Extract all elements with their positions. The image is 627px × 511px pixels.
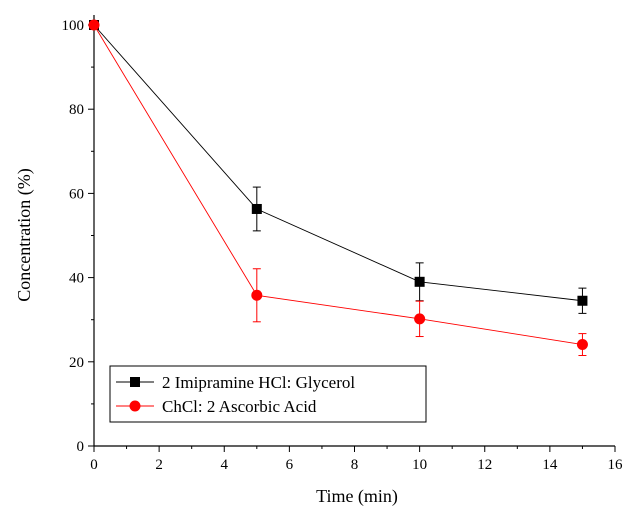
x-tick-label: 8 xyxy=(351,457,359,473)
data-point xyxy=(576,339,588,351)
x-tick-label: 4 xyxy=(221,457,229,473)
series-layer xyxy=(88,19,588,356)
data-point xyxy=(251,203,262,214)
data-point xyxy=(88,19,100,31)
y-tick-label: 80 xyxy=(69,102,84,118)
x-tick-label: 12 xyxy=(477,457,492,473)
x-tick-label: 14 xyxy=(542,457,558,473)
data-point xyxy=(414,313,426,325)
legend-box xyxy=(109,365,427,423)
y-tick-label: 20 xyxy=(69,355,84,371)
series-2 xyxy=(88,19,588,356)
y-tick-label: 40 xyxy=(69,271,84,287)
legend-marker xyxy=(130,377,140,387)
series-line xyxy=(93,24,583,302)
data-point xyxy=(577,295,588,306)
y-axis-title: Concentration (%) xyxy=(14,168,35,301)
y-tick-label: 0 xyxy=(77,439,85,455)
x-axis-title: Time (min) xyxy=(316,486,398,507)
x-tick-label: 0 xyxy=(90,457,98,473)
x-tick-label: 16 xyxy=(608,457,624,473)
legend-label: 2 Imipramine HCl: Glycerol xyxy=(162,373,355,392)
legend: 2 Imipramine HCl: Glycerol ChCl: 2 Ascorb… xyxy=(109,365,427,423)
y-tick-label: 100 xyxy=(62,18,85,34)
legend-marker xyxy=(129,400,141,412)
axes: 0 2 4 6 8 10 12 14 16 0 20 40 60 80 100 xyxy=(62,15,624,473)
y-tick-label: 60 xyxy=(69,186,84,202)
x-tick-label: 6 xyxy=(286,457,294,473)
series-line xyxy=(93,24,583,345)
data-point xyxy=(414,276,425,287)
x-tick-label: 2 xyxy=(155,457,163,473)
x-tick-label: 10 xyxy=(412,457,427,473)
data-point xyxy=(251,289,263,301)
legend-label: ChCl: 2 Ascorbic Acid xyxy=(162,397,317,416)
series-1 xyxy=(89,20,588,314)
